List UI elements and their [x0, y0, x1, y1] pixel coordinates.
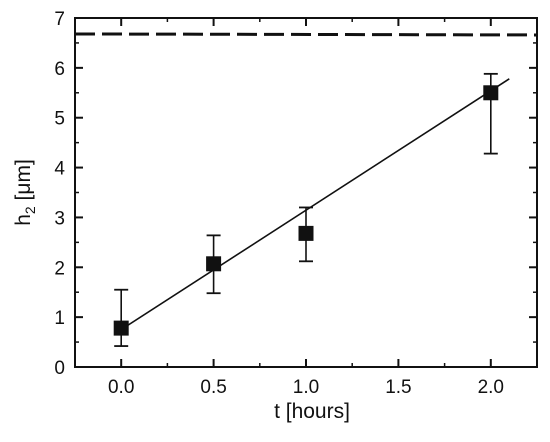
tick-labels: 0.0 0.5 1.0 1.5 2.0 0 1 2 3 4 5 6 7	[54, 9, 504, 398]
plot-frame	[74, 17, 538, 368]
x-axis-label: t [hours]	[274, 400, 350, 423]
data-point	[206, 256, 222, 272]
dashed-reference-line	[74, 32, 538, 37]
y-tick-label: 1	[54, 308, 65, 329]
x-tick-label: 2.0	[478, 377, 504, 398]
data-point	[483, 85, 499, 101]
fit-line	[120, 78, 510, 331]
y-tick-label: 3	[54, 208, 65, 229]
y-tick-label: 7	[54, 9, 65, 30]
y-tick-label: 5	[54, 109, 65, 130]
x-tick-label: 1.5	[385, 377, 411, 398]
y-tick-label: 4	[54, 159, 65, 180]
y-axis-label-sub: 2	[22, 206, 38, 214]
y-axis-label: h2 [μm]	[12, 159, 38, 226]
data-point	[298, 225, 314, 241]
data-point	[113, 320, 129, 336]
y-tick-label: 0	[54, 358, 65, 379]
x-tick-label: 0.0	[108, 377, 134, 398]
y-axis-label-main: h	[12, 214, 35, 226]
x-tick-label: 1.0	[293, 377, 319, 398]
y-axis-label-unit: [μm]	[12, 159, 35, 206]
y-tick-label: 6	[54, 59, 65, 80]
plot-area	[74, 32, 538, 347]
y-tick-label: 2	[54, 258, 65, 279]
x-tick-label: 0.5	[200, 377, 226, 398]
